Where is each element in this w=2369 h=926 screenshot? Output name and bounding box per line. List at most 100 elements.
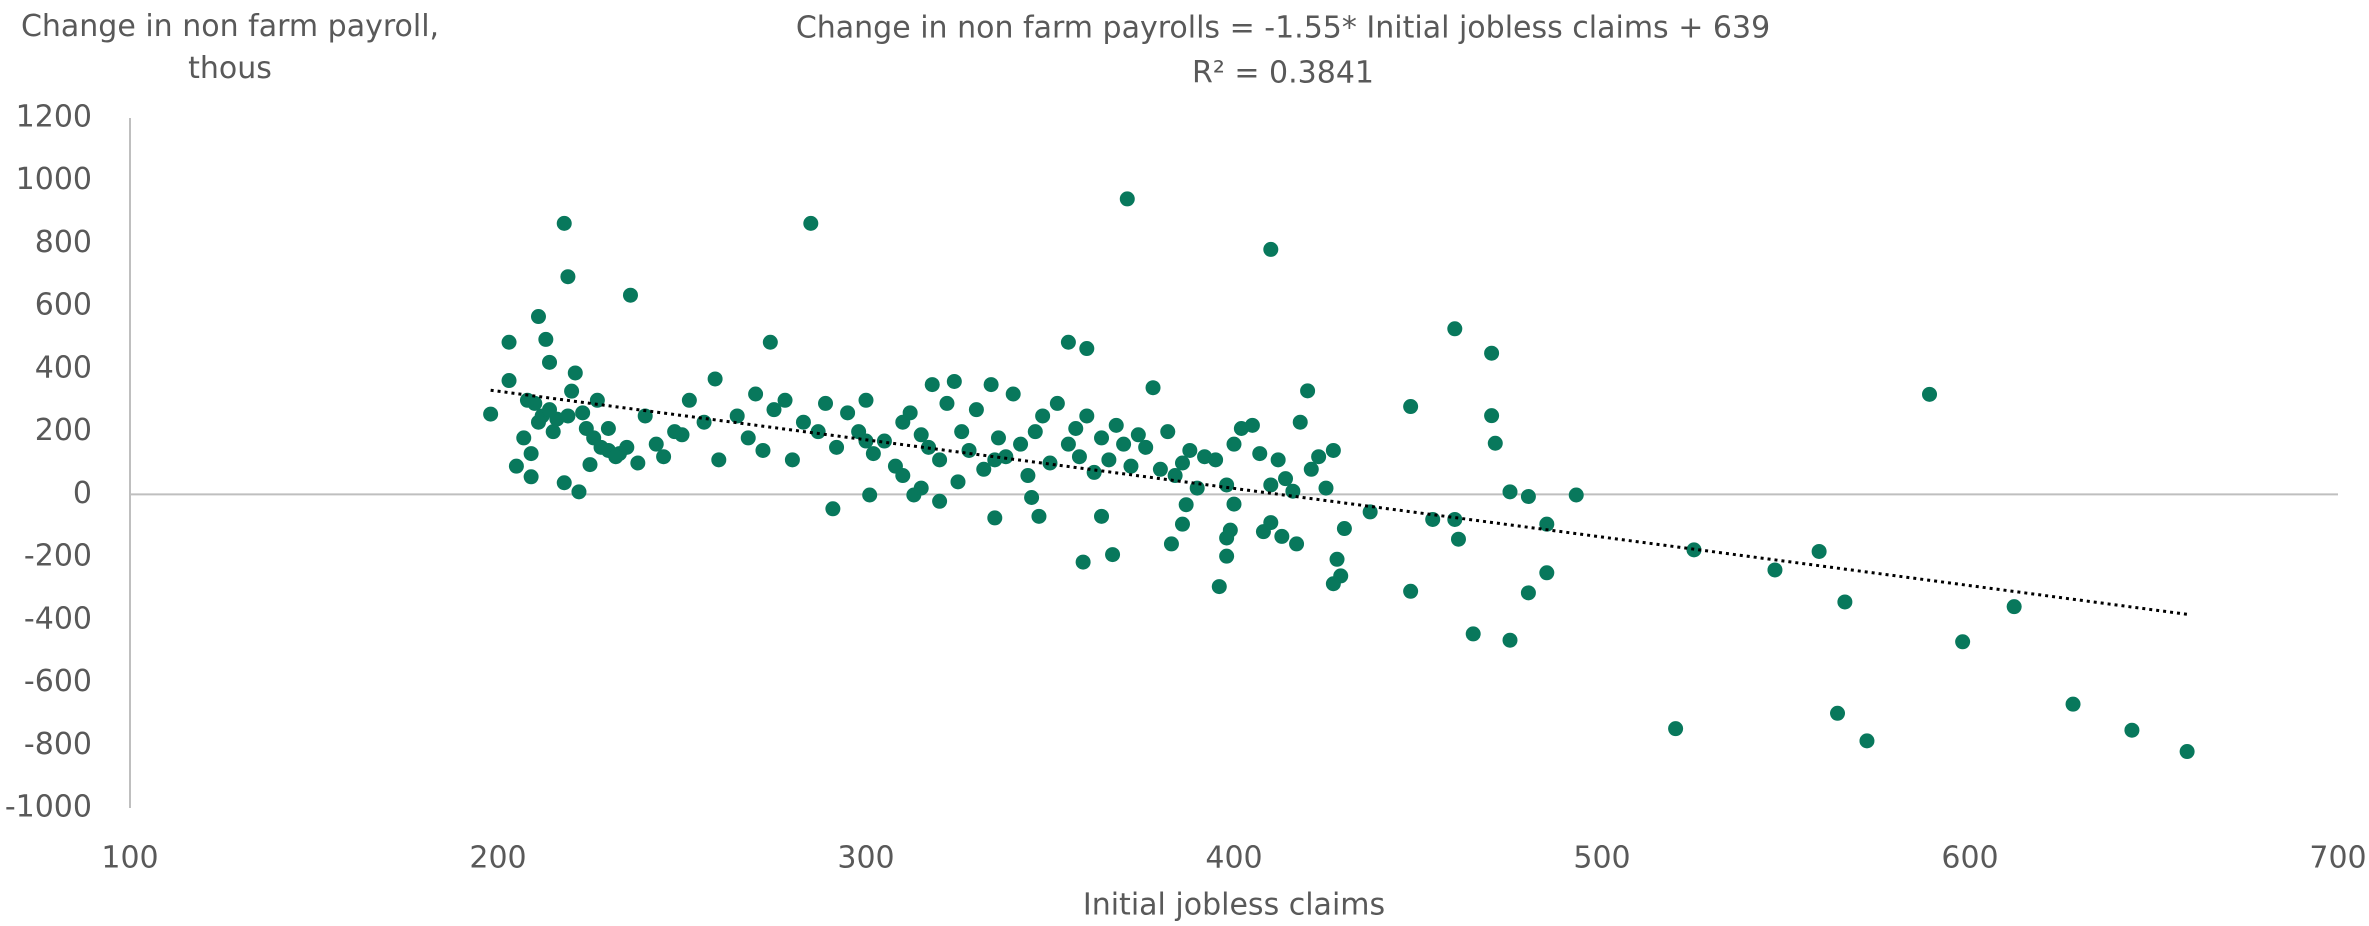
point (560, 408, 576, 424)
point (1094, 508, 1110, 524)
point (1465, 626, 1481, 642)
point (1031, 508, 1047, 524)
point (674, 427, 690, 443)
point (825, 501, 841, 517)
point (858, 392, 874, 408)
point (1502, 632, 1518, 648)
point (976, 461, 992, 477)
point (913, 427, 929, 443)
point (1484, 408, 1500, 424)
point (1152, 461, 1168, 477)
point (1520, 489, 1536, 505)
point (1013, 436, 1029, 452)
point (1568, 487, 1584, 503)
point (1226, 436, 1242, 452)
point (1311, 449, 1327, 465)
point (1922, 386, 1938, 402)
point (564, 383, 580, 399)
point (707, 371, 723, 387)
point (1336, 521, 1352, 537)
point (865, 446, 881, 462)
point (2124, 722, 2140, 738)
point (501, 334, 517, 350)
point (1329, 551, 1345, 567)
point (523, 446, 539, 462)
point (1289, 536, 1305, 552)
point (1955, 634, 1971, 650)
point (571, 484, 587, 500)
point (810, 424, 826, 440)
point (1447, 321, 1463, 337)
y-tick-label: 600 (35, 288, 92, 323)
point (1174, 516, 1190, 532)
point (1859, 733, 1875, 749)
point (508, 458, 524, 474)
point (766, 402, 782, 418)
point (829, 439, 845, 455)
point (950, 474, 966, 490)
point (932, 493, 948, 509)
point (1101, 452, 1117, 468)
point (542, 354, 558, 370)
point (1450, 531, 1466, 547)
y-tick-label: 400 (35, 350, 92, 385)
point (656, 449, 672, 465)
point (818, 395, 834, 411)
point (711, 452, 727, 468)
point (1263, 241, 1279, 257)
point (1020, 468, 1036, 484)
point (932, 452, 948, 468)
point (740, 430, 756, 446)
point (630, 455, 646, 471)
x-tick-label: 500 (1573, 841, 1630, 876)
point (1811, 543, 1827, 559)
point (795, 414, 811, 430)
point (1094, 430, 1110, 446)
point (987, 510, 1003, 526)
point (530, 414, 546, 430)
point (1145, 380, 1161, 396)
y-tick-label: 1000 (16, 162, 92, 197)
point (1130, 427, 1146, 443)
y-tick-label: -600 (24, 664, 92, 699)
point (1403, 583, 1419, 599)
point (648, 436, 664, 452)
point (1303, 461, 1319, 477)
point (755, 442, 771, 458)
point (946, 373, 962, 389)
point (784, 452, 800, 468)
point (803, 215, 819, 231)
x-tick-label: 300 (837, 841, 894, 876)
chart-title: Change in non farm payrolls = -1.55* Ini… (796, 11, 1770, 46)
x-tick-label: 400 (1205, 841, 1262, 876)
point (1138, 439, 1154, 455)
trendline (490, 388, 2191, 617)
point (1108, 417, 1124, 433)
point (1539, 516, 1555, 532)
chart-subtitle: R² = 0.3841 (1192, 56, 1374, 91)
point (1116, 436, 1132, 452)
point (560, 269, 576, 285)
x-axis-title: Initial jobless claims (1083, 888, 1385, 923)
point (939, 395, 955, 411)
point (1252, 446, 1268, 462)
point (567, 365, 583, 381)
point (876, 433, 892, 449)
point (902, 405, 918, 421)
point (1035, 408, 1051, 424)
point (1539, 565, 1555, 581)
point (1182, 442, 1198, 458)
point (1403, 399, 1419, 415)
point (1502, 484, 1518, 500)
point (1086, 464, 1102, 480)
point (1333, 568, 1349, 584)
point (1244, 417, 1260, 433)
point (1263, 477, 1279, 493)
point (2179, 744, 2195, 760)
point (2006, 599, 2022, 615)
point (696, 414, 712, 430)
point (1278, 471, 1294, 487)
point (1767, 562, 1783, 578)
